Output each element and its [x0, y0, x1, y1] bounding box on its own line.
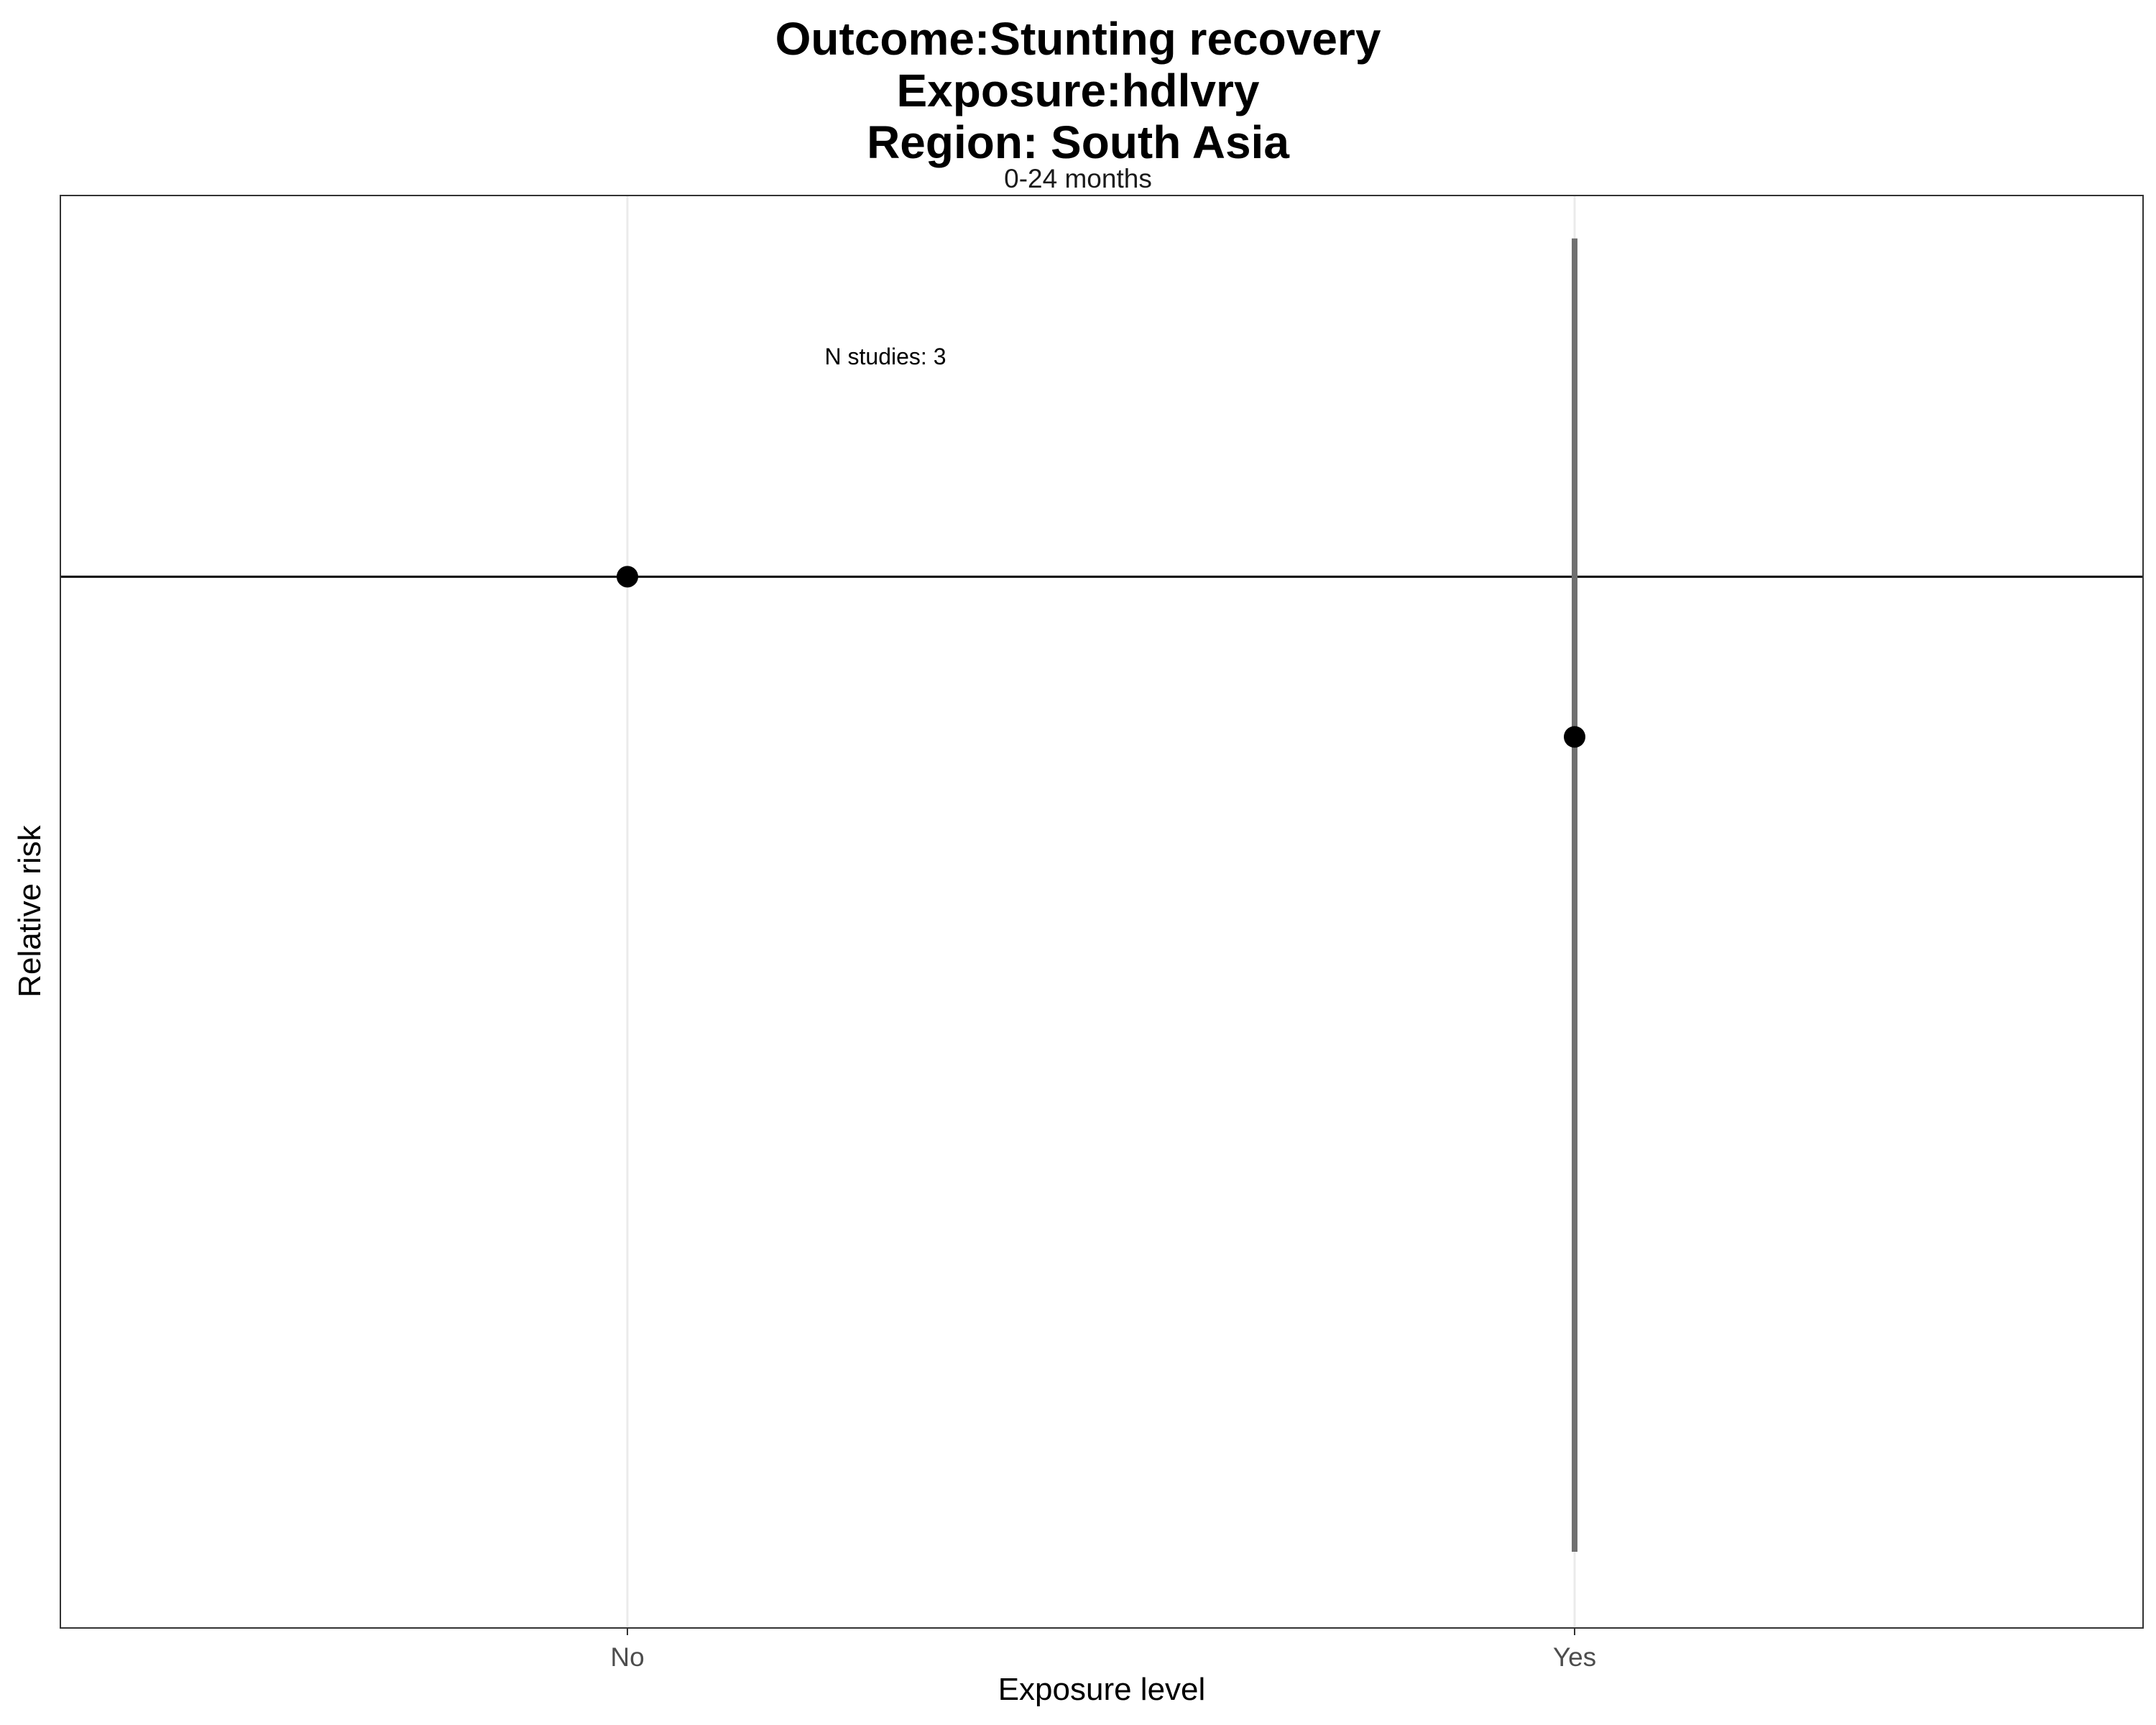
point-yes: [1564, 726, 1585, 748]
x-tick-label-no: No: [610, 1642, 644, 1672]
chart-title: Outcome:Stunting recovery Exposure:hdlvr…: [0, 13, 2156, 168]
n-studies-annotation: N studies: 3: [825, 344, 946, 369]
point-no: [617, 566, 638, 588]
plot-background: [60, 196, 2143, 1628]
title-outcome: Outcome:Stunting recovery: [775, 13, 1381, 65]
facet-label: 0-24 months: [1004, 164, 1152, 193]
title-exposure: Exposure:hdlvry: [896, 65, 1260, 116]
x-axis-title: Exposure level: [998, 1672, 1206, 1707]
y-axis-title: Relative risk: [12, 824, 47, 998]
title-region: Region: South Asia: [867, 116, 1289, 168]
x-tick-label-yes: Yes: [1553, 1642, 1596, 1672]
plot-border: [60, 195, 2144, 1629]
